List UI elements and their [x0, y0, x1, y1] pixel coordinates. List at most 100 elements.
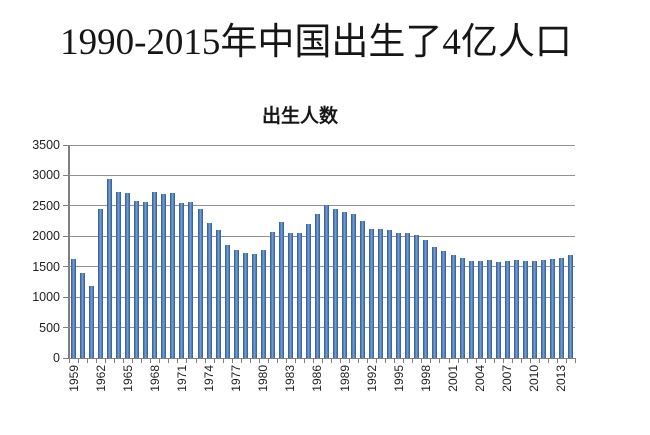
x-axis-tick	[213, 358, 215, 363]
bar-2011	[540, 260, 546, 358]
x-axis-tick	[285, 358, 287, 363]
x-axis-tick	[439, 358, 441, 363]
bar-1967	[143, 202, 149, 358]
x-axis-tick	[177, 358, 179, 363]
x-axis-tick	[132, 358, 134, 363]
x-axis-tick	[105, 358, 107, 363]
x-axis-tick	[565, 358, 567, 363]
x-axis-tick	[556, 358, 558, 363]
x-tick-label: 1983	[283, 365, 298, 392]
x-axis-tick	[303, 358, 305, 363]
x-axis-tick	[367, 358, 369, 363]
x-axis-tick	[457, 358, 459, 363]
x-axis-tick	[358, 358, 360, 363]
x-tick-label: 1977	[229, 365, 244, 392]
x-axis-tick	[529, 358, 531, 363]
y-axis-tick	[63, 296, 69, 298]
bar-2002	[459, 258, 465, 358]
x-tick-label: 2013	[554, 365, 569, 392]
bar-2003	[468, 261, 474, 358]
bar-2006	[495, 261, 501, 358]
bar-2010	[531, 261, 537, 358]
x-tick-label: 1959	[66, 365, 81, 392]
bar-1992	[369, 229, 375, 358]
gridline-1000	[69, 296, 575, 298]
bar-1989	[342, 212, 348, 358]
bar-1994	[387, 230, 393, 358]
bar-1991	[360, 221, 366, 358]
y-tick-label: 0	[53, 351, 60, 365]
bar-1962	[98, 208, 104, 358]
x-axis-tick	[493, 358, 495, 363]
x-tick-label: 2010	[527, 365, 542, 392]
y-axis-tick	[63, 266, 69, 268]
page-title: 1990-2015年中国出生了4亿人口	[60, 22, 572, 63]
bar-2005	[486, 259, 492, 358]
x-axis-tick	[186, 358, 188, 363]
x-tick-label: 1968	[147, 365, 162, 392]
x-axis-tick	[340, 358, 342, 363]
bar-1998	[423, 240, 429, 358]
x-tick-label: 1995	[391, 365, 406, 392]
bar-1982	[278, 222, 284, 358]
gridline-2500	[69, 205, 575, 207]
bar-2009	[522, 261, 528, 358]
y-tick-label: 2000	[32, 229, 60, 244]
x-axis-tick	[69, 358, 70, 363]
x-axis-tick	[312, 358, 314, 363]
bar-1984	[296, 233, 302, 358]
bar-1961	[89, 285, 95, 358]
x-axis-tick	[195, 358, 197, 363]
gridline-500	[69, 327, 575, 329]
bar-1979	[251, 253, 257, 358]
bar-1974	[206, 222, 212, 358]
x-axis-tick	[141, 358, 143, 363]
y-tick-label: 3000	[32, 168, 60, 183]
bar-1965	[125, 193, 131, 358]
bar-1993	[378, 228, 384, 358]
x-axis-tick	[575, 358, 576, 363]
x-axis-tick	[349, 358, 351, 363]
y-tick-label: 3500	[32, 138, 60, 152]
y-tick-label: 1000	[32, 290, 60, 305]
x-axis-tick	[466, 358, 468, 363]
x-tick-label: 1971	[174, 365, 189, 392]
x-axis-tick	[276, 358, 278, 363]
x-tick-label: 1986	[310, 365, 325, 392]
x-axis-tick	[430, 358, 432, 363]
x-axis-tick	[331, 358, 333, 363]
bar-1968	[152, 191, 158, 358]
x-axis-tick	[421, 358, 423, 363]
x-axis-tick	[96, 358, 98, 363]
bar-1959	[71, 258, 77, 358]
gridline-3500	[69, 144, 575, 146]
y-axis-tick	[63, 357, 69, 359]
x-axis-tick	[240, 358, 242, 363]
y-axis-tick	[63, 327, 69, 329]
x-axis-tick	[511, 358, 513, 363]
x-axis-tick	[412, 358, 414, 363]
gridline-3000	[69, 174, 575, 176]
bar-1980	[260, 249, 266, 358]
bar-1966	[134, 201, 140, 358]
y-axis-tick	[63, 235, 69, 237]
x-axis-tick	[394, 358, 396, 363]
gridline-2000	[69, 235, 575, 237]
bar-1983	[287, 233, 293, 358]
x-axis-tick	[448, 358, 450, 363]
x-axis-tick	[78, 358, 80, 363]
y-tick-label: 2500	[32, 198, 60, 213]
bar-1996	[405, 232, 411, 358]
x-tick-label: 2001	[446, 365, 461, 392]
bar-1969	[161, 194, 167, 358]
bar-1997	[414, 234, 420, 358]
bar-1963	[107, 179, 113, 358]
x-tick-label: 1965	[120, 365, 135, 392]
x-axis-tick	[294, 358, 296, 363]
bar-1986	[314, 213, 320, 358]
bar-1971	[179, 202, 185, 358]
x-tick-label: 1998	[418, 365, 433, 392]
x-axis-tick	[267, 358, 269, 363]
bar-1973	[197, 209, 203, 358]
x-axis-tick	[168, 358, 170, 363]
